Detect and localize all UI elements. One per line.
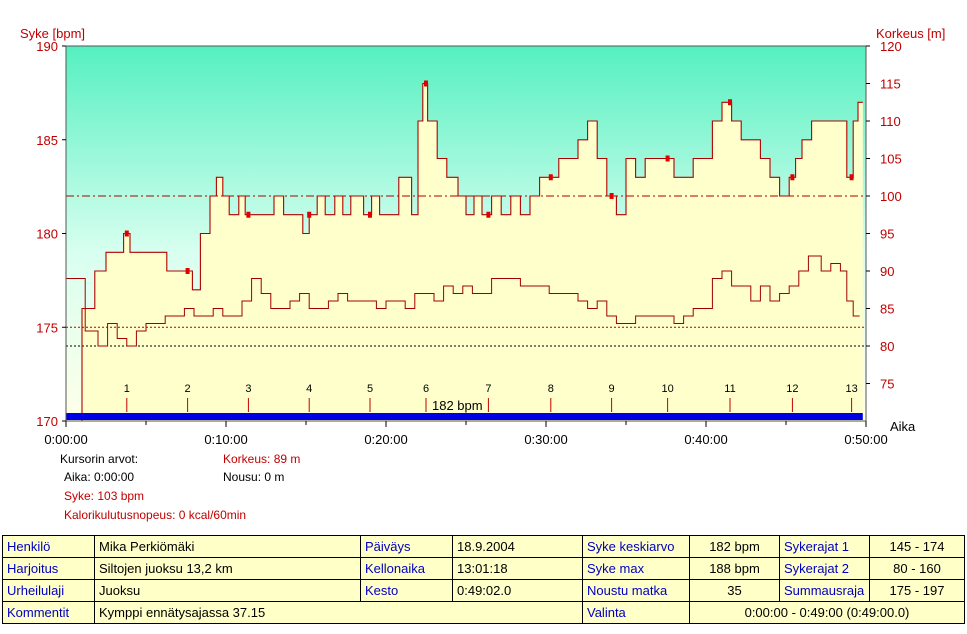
hr-limits-1-label: Sykerajat 1: [779, 535, 870, 558]
right-tick-label: 105: [880, 152, 902, 167]
heart-rate-line[interactable]: [66, 82, 863, 422]
lap-marker[interactable]: [368, 211, 372, 218]
summation-limit-value[interactable]: 175 - 197: [869, 579, 965, 602]
heart-rate-area: [66, 83, 863, 421]
cursor-heart-rate: Syke: 103 bpm: [64, 489, 145, 503]
lap-label: 13: [845, 383, 857, 395]
lap-label: 10: [661, 383, 673, 395]
sport-label: Urheilulaji: [2, 579, 95, 602]
person-value[interactable]: Mika Perkiömäki: [94, 535, 361, 558]
cursor-altitude: Korkeus: 89 m: [223, 452, 301, 466]
selection-bar[interactable]: [66, 413, 863, 420]
table-row: Harjoitus Siltojen juoksu 13,2 km Kellon…: [2, 557, 965, 580]
left-tick-label: 190: [36, 39, 58, 54]
hr-limits-2-label: Sykerajat 2: [779, 557, 870, 580]
right-tick-label: 85: [880, 302, 894, 317]
left-tick-label: 170: [36, 414, 58, 429]
right-tick-label: 120: [880, 39, 902, 54]
duration-label: Kesto: [360, 579, 453, 602]
sport-value[interactable]: Juoksu: [94, 579, 361, 602]
cursor-calorie-rate: Kalorikulutusnopeus: 0 kcal/60min: [64, 508, 247, 522]
selection-value: 0:00:00 - 0:49:00 (0:49:00.0): [689, 601, 965, 624]
ascent-label: Noustu matka: [582, 579, 690, 602]
lap-marker[interactable]: [728, 99, 732, 106]
date-value[interactable]: 18.9.2004: [452, 535, 583, 558]
x-tick-label: 0:00:00: [44, 432, 87, 447]
x-tick-label: 0:10:00: [204, 432, 247, 447]
altitude-line[interactable]: [66, 255, 860, 347]
x-tick-label: 0:40:00: [684, 432, 727, 447]
lap-label: 1: [124, 383, 130, 395]
right-tick-label: 100: [880, 189, 902, 204]
person-label: Henkilö: [2, 535, 95, 558]
lap-marker[interactable]: [246, 211, 251, 218]
lap-marker[interactable]: [665, 155, 670, 162]
right-tick-label: 95: [880, 227, 894, 242]
exercise-value[interactable]: Siltojen juoksu 13,2 km: [94, 557, 361, 580]
lap-marker[interactable]: [424, 80, 428, 87]
right-tick-label: 75: [880, 377, 894, 392]
x-axis-label: Aika: [890, 419, 916, 434]
lap-label: 6: [423, 383, 429, 395]
summation-limit-label: Summausraja: [779, 579, 870, 602]
right-tick-label: 80: [880, 339, 894, 354]
lap-label: 4: [306, 383, 312, 395]
heart-rate-chart[interactable]: 1 2 3 4 5 6 7 8 9 10 11 12 13 1701751801851907580859…: [0, 0, 967, 450]
lap-label: 8: [548, 383, 554, 395]
lap-label: 11: [724, 383, 735, 395]
right-tick-label: 90: [880, 264, 894, 279]
lap-marker[interactable]: [486, 211, 491, 218]
lap-label: 12: [786, 383, 798, 395]
hr-average-label: Syke keskiarvo: [582, 535, 690, 558]
lap-label: 3: [245, 383, 251, 395]
table-row: Henkilö Mika Perkiömäki Päiväys 18.9.200…: [2, 535, 965, 558]
left-axis-label: Syke [bpm]: [20, 26, 85, 41]
left-tick-label: 185: [36, 133, 58, 148]
bar-label: 182 bpm: [432, 398, 483, 413]
lap-marker[interactable]: [849, 174, 854, 181]
cursor-values-panel: Kursorin arvot: Aika: 0:00:00 Syke: 103 …: [60, 450, 360, 530]
hr-average-value: 182 bpm: [689, 535, 780, 558]
lap-marker[interactable]: [185, 268, 190, 274]
x-tick-label: 0:50:00: [844, 432, 887, 447]
lap-marker[interactable]: [609, 193, 614, 199]
lap-marker[interactable]: [124, 230, 129, 237]
duration-value[interactable]: 0:49:02.0: [452, 579, 583, 602]
lap-label: 2: [185, 383, 191, 395]
exercise-label: Harjoitus: [2, 557, 95, 580]
ascent-value: 35: [689, 579, 780, 602]
right-tick-label: 115: [880, 77, 901, 92]
right-tick-label: 110: [880, 114, 901, 129]
table-row: Urheilulaji Juoksu Kesto 0:49:02.0 Noust…: [2, 579, 965, 602]
right-axis-label: Korkeus [m]: [876, 26, 945, 41]
comments-value[interactable]: Kymppi ennätysajassa 37.15: [94, 601, 583, 624]
x-tick-label: 0:20:00: [364, 432, 407, 447]
left-tick-label: 180: [36, 227, 58, 242]
time-of-day-label: Kellonaika: [360, 557, 453, 580]
lap-label: 9: [609, 383, 615, 395]
lap-label: 7: [485, 383, 491, 395]
lap-marker[interactable]: [548, 174, 553, 181]
selection-label: Valinta: [582, 601, 690, 624]
cursor-time: Aika: 0:00:00: [64, 470, 135, 484]
hr-limits-2-value[interactable]: 80 - 160: [869, 557, 965, 580]
date-label: Päiväys: [360, 535, 453, 558]
x-tick-label: 0:30:00: [524, 432, 567, 447]
hr-limits-1-value[interactable]: 145 - 174: [869, 535, 965, 558]
exercise-info-table: Henkilö Mika Perkiömäki Päiväys 18.9.200…: [2, 535, 965, 624]
time-of-day-value[interactable]: 13:01:18: [452, 557, 583, 580]
cursor-ascent: Nousu: 0 m: [223, 470, 285, 484]
lap-marker[interactable]: [307, 211, 312, 218]
left-tick-label: 175: [36, 320, 58, 335]
lap-label: 5: [367, 383, 373, 395]
hr-max-label: Syke max: [582, 557, 690, 580]
comments-label: Kommentit: [2, 601, 95, 624]
hr-max-value: 188 bpm: [689, 557, 780, 580]
cursor-title: Kursorin arvot:: [60, 452, 139, 466]
table-row: Kommentit Kymppi ennätysajassa 37.15 Val…: [2, 601, 965, 624]
lap-marker[interactable]: [790, 174, 795, 181]
